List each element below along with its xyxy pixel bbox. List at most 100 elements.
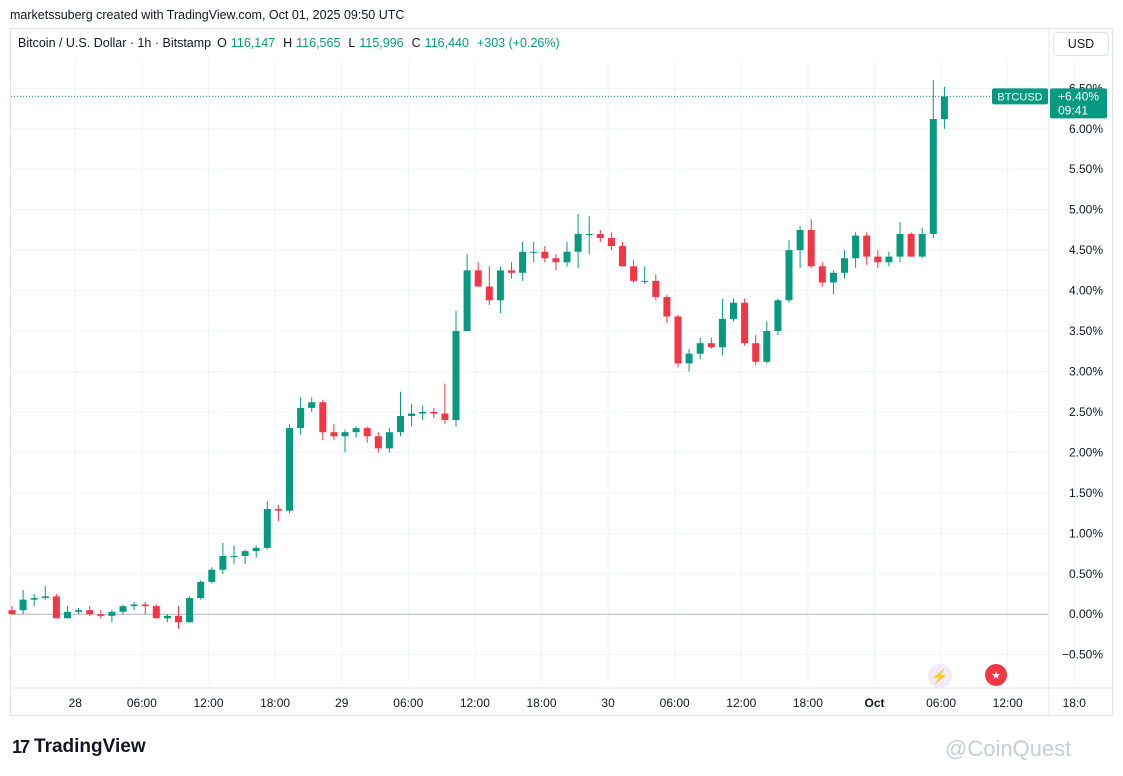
candle-up xyxy=(796,225,804,268)
candle-up xyxy=(496,266,504,314)
x-tick-label: 12:00 xyxy=(726,696,756,710)
candle-body xyxy=(186,598,194,623)
candle-body xyxy=(796,229,804,251)
candle-down xyxy=(707,337,715,349)
candle-body xyxy=(197,581,205,599)
candle-down xyxy=(863,232,871,265)
candle-body xyxy=(774,300,782,332)
candle-up xyxy=(408,403,416,427)
y-tick-label: 4.50% xyxy=(1069,243,1103,257)
x-tick-label: 06:00 xyxy=(660,696,690,710)
candle-body xyxy=(241,551,249,556)
candle-up xyxy=(75,607,83,615)
candle-body xyxy=(330,432,338,437)
candle-up xyxy=(297,397,305,435)
us-flag-icon[interactable]: ★ xyxy=(985,664,1007,686)
candle-down xyxy=(818,262,826,287)
candle-down xyxy=(430,407,438,419)
candle-up xyxy=(785,240,793,303)
candle-up xyxy=(841,250,848,279)
candle-up xyxy=(519,242,527,281)
candle-body xyxy=(918,233,926,257)
candle-body xyxy=(508,270,515,273)
candle-body xyxy=(741,302,749,344)
candle-down xyxy=(607,232,615,251)
candle-body xyxy=(152,606,160,619)
candle-up xyxy=(452,310,460,427)
candle-up xyxy=(230,545,238,565)
candle-up xyxy=(896,221,904,263)
x-tick-label: 12:00 xyxy=(460,696,490,710)
candle-body xyxy=(19,599,27,611)
symbol-tag-bg xyxy=(992,88,1048,105)
axis-layer: −0.50% 0.00% 0.50% 1.00% 1.50% 2.00% 2.50% 3.00… xyxy=(10,28,1113,716)
candle-down xyxy=(363,426,371,443)
candle-up xyxy=(197,580,205,600)
candle-up xyxy=(530,242,538,263)
candle-down xyxy=(907,232,915,257)
y-tick-label: 4.00% xyxy=(1069,284,1103,298)
candle-body xyxy=(408,413,416,416)
legend-high: 116,565 xyxy=(296,36,341,50)
y-tick-label: 3.50% xyxy=(1069,324,1103,338)
candle-body xyxy=(896,233,904,257)
candle-body xyxy=(163,615,171,619)
candle-up xyxy=(685,348,693,372)
candle-up xyxy=(263,500,271,550)
candle-body xyxy=(352,428,360,433)
candle-body xyxy=(474,270,482,287)
candle-body xyxy=(907,233,915,257)
tradingview-brand: TradingView xyxy=(34,736,146,757)
candle-body xyxy=(596,233,604,238)
candle-body xyxy=(130,604,138,607)
candle-down xyxy=(596,229,604,243)
candle-body xyxy=(863,235,871,257)
candle-body xyxy=(552,258,560,263)
candle-body xyxy=(252,547,260,552)
y-tick-label: 5.50% xyxy=(1069,162,1103,176)
candle-up xyxy=(186,596,194,623)
candle-body xyxy=(119,606,127,612)
y-tick-label: 2.00% xyxy=(1069,445,1103,459)
candle-body xyxy=(41,596,49,599)
price-tag-bg xyxy=(1050,88,1107,119)
legend-change: +303 (+0.26%) xyxy=(476,36,560,50)
candle-body xyxy=(263,509,271,548)
candle-up xyxy=(341,429,349,453)
x-tick-label: Oct xyxy=(864,696,884,710)
price-tag-countdown: 09:41 xyxy=(1058,103,1088,117)
y-tick-label: 2.50% xyxy=(1069,405,1103,419)
candle-up xyxy=(352,426,360,438)
candle-body xyxy=(707,343,715,348)
candle-body xyxy=(64,611,71,619)
candle-down xyxy=(152,604,160,619)
candle-body xyxy=(75,610,83,612)
symbol-tag-label: BTCUSD xyxy=(997,91,1042,103)
candle-body xyxy=(108,611,116,616)
candle-body xyxy=(86,610,94,615)
candle-up xyxy=(30,594,38,607)
candle-body xyxy=(97,614,105,616)
candle-body xyxy=(286,428,293,511)
chart-frame xyxy=(10,28,1113,716)
candle-body xyxy=(441,413,449,421)
candle-body xyxy=(419,411,427,414)
lightning-icon[interactable]: ⚡ xyxy=(928,664,952,688)
candle-up xyxy=(463,254,471,332)
candle-body xyxy=(30,598,38,600)
candle-layer xyxy=(8,80,948,629)
candle-down xyxy=(741,298,749,346)
currency-button[interactable]: USD xyxy=(1053,32,1109,56)
candle-down xyxy=(52,594,60,619)
candle-up xyxy=(718,298,726,356)
candlestick-chart[interactable]: −0.50% 0.00% 0.50% 1.00% 1.50% 2.00% 2.50% 3.00… xyxy=(0,0,1123,720)
x-tick-label: 18:00 xyxy=(260,696,290,710)
x-tick-label: 18:00 xyxy=(793,696,823,710)
candle-down xyxy=(86,606,94,616)
candle-down xyxy=(508,262,515,279)
candle-up xyxy=(774,298,782,336)
candle-body xyxy=(485,286,493,301)
candle-up xyxy=(385,428,393,453)
candle-body xyxy=(563,251,571,263)
